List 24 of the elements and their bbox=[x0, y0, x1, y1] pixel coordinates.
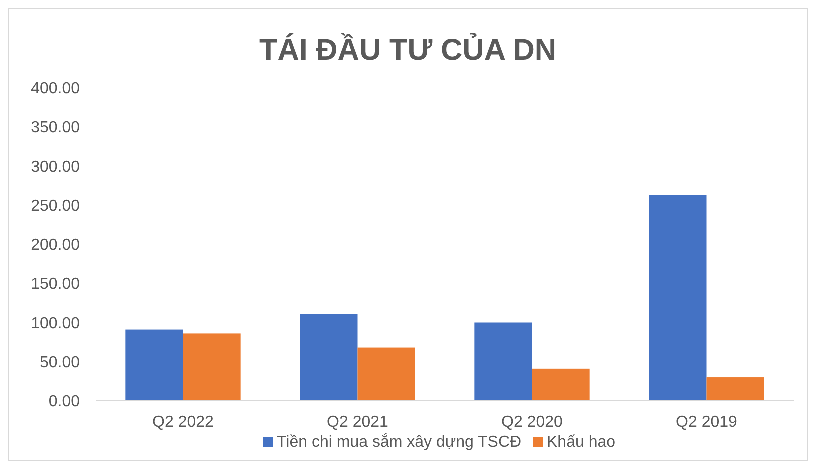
bar bbox=[532, 368, 590, 401]
x-tick-label: Q2 2021 bbox=[327, 414, 389, 431]
legend-label: Tiền chi mua sắm xây dựng TSCĐ bbox=[277, 433, 522, 451]
x-tick-label: Q2 2020 bbox=[502, 414, 564, 431]
y-tick-label: 50.00 bbox=[40, 354, 80, 372]
x-tick-label: Q2 2019 bbox=[676, 414, 738, 431]
bar bbox=[649, 195, 707, 401]
y-tick-label: 150.00 bbox=[31, 276, 80, 294]
chart-title: TÁI ĐẦU TƯ CỦA DN bbox=[259, 33, 557, 67]
y-tick-label: 300.00 bbox=[31, 158, 80, 176]
x-tick-label: Q2 2022 bbox=[152, 414, 214, 431]
y-tick-label: 350.00 bbox=[31, 120, 80, 137]
y-tick-label: 200.00 bbox=[31, 237, 80, 254]
bar bbox=[126, 330, 184, 401]
bar bbox=[358, 348, 416, 401]
bar bbox=[706, 378, 764, 401]
y-tick-label: 250.00 bbox=[31, 198, 80, 215]
y-tick-label: 400.00 bbox=[31, 80, 80, 98]
bar bbox=[474, 322, 532, 401]
y-tick-label: 100.00 bbox=[31, 315, 80, 332]
legend-label: Khấu hao bbox=[547, 434, 616, 451]
bar bbox=[183, 334, 241, 401]
y-tick-label: 0.00 bbox=[48, 394, 80, 411]
bar bbox=[300, 314, 358, 401]
